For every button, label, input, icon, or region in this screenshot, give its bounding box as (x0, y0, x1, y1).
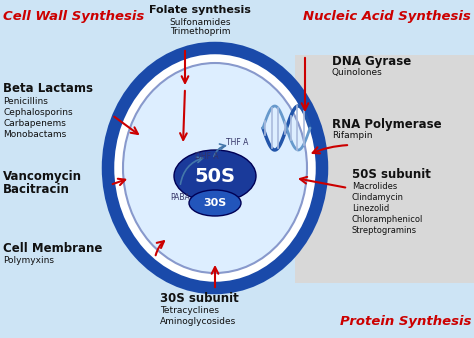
Text: Chloramphenicol: Chloramphenicol (352, 215, 423, 224)
Text: Streptogramins: Streptogramins (352, 226, 417, 235)
Text: THF A: THF A (226, 138, 248, 147)
Text: Rifampin: Rifampin (332, 131, 373, 140)
Text: 30S subunit: 30S subunit (160, 292, 239, 305)
Text: Protein Synthesis: Protein Synthesis (340, 315, 471, 328)
Text: DNA Gyrase: DNA Gyrase (332, 55, 411, 68)
Ellipse shape (108, 48, 322, 288)
Text: Quinolones: Quinolones (332, 68, 383, 77)
Text: Penicillins: Penicillins (3, 97, 48, 106)
Text: Bacitracin: Bacitracin (3, 183, 70, 196)
Text: Polymyxins: Polymyxins (3, 256, 54, 265)
Text: Tetracyclines: Tetracyclines (160, 306, 219, 315)
Text: Nucleic Acid Synthesis: Nucleic Acid Synthesis (303, 10, 471, 23)
FancyBboxPatch shape (295, 55, 474, 283)
Text: RNA Polymerase: RNA Polymerase (332, 118, 442, 131)
Text: Cephalosporins: Cephalosporins (3, 108, 73, 117)
Text: Beta Lactams: Beta Lactams (3, 82, 93, 95)
Text: Vancomycin: Vancomycin (3, 170, 82, 183)
Text: DHF A: DHF A (195, 152, 219, 161)
Text: 30S: 30S (203, 198, 227, 208)
Ellipse shape (174, 150, 256, 202)
Text: 50S: 50S (194, 167, 236, 186)
Text: Monobactams: Monobactams (3, 130, 66, 139)
Text: Folate synthesis: Folate synthesis (149, 5, 251, 15)
Text: PABA: PABA (170, 193, 190, 202)
Text: Clindamycin: Clindamycin (352, 193, 404, 202)
Ellipse shape (123, 63, 307, 273)
Text: Linezolid: Linezolid (352, 204, 389, 213)
Text: Trimethoprim: Trimethoprim (170, 27, 230, 36)
Ellipse shape (189, 190, 241, 216)
Text: Aminoglycosides: Aminoglycosides (160, 317, 236, 326)
Text: 50S subunit: 50S subunit (352, 168, 431, 181)
Text: Cell Wall Synthesis: Cell Wall Synthesis (3, 10, 144, 23)
Text: Sulfonamides: Sulfonamides (169, 18, 231, 27)
Text: Macrolides: Macrolides (352, 182, 397, 191)
Text: Cell Membrane: Cell Membrane (3, 242, 102, 255)
Text: Carbapenems: Carbapenems (3, 119, 66, 128)
